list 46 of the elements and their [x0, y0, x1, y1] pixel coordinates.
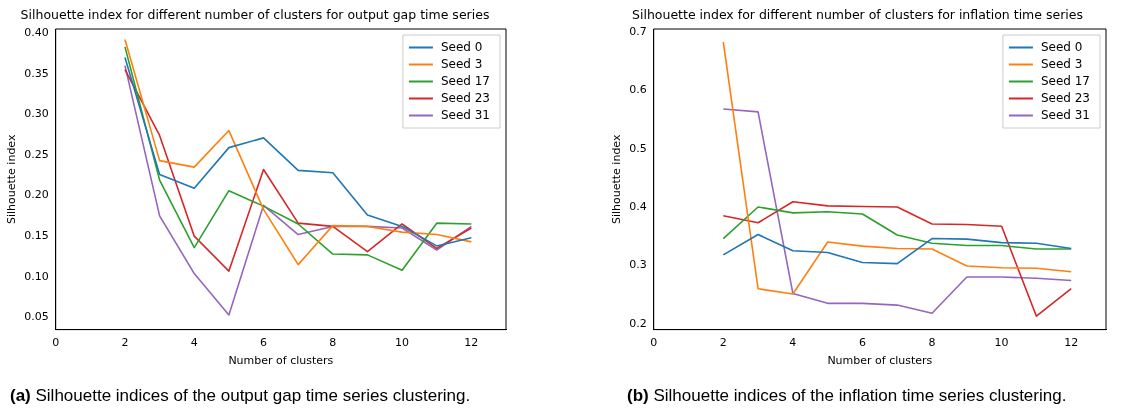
chart-title: Silhouette index for different number of clusters for inflation time series: [632, 6, 1083, 22]
x-tick-label: 12: [464, 336, 479, 350]
y-tick-label: 0.5: [629, 141, 647, 155]
legend-label: Seed 3: [440, 56, 483, 71]
legend-label: Seed 23: [440, 90, 491, 105]
x-tick-label: 6: [260, 336, 268, 350]
legend-label: Seed 0: [440, 39, 483, 54]
y-tick-label: 0.2: [629, 316, 647, 330]
x-tick-label: 8: [928, 336, 936, 350]
legend-label: Seed 31: [1040, 107, 1091, 122]
x-tick-label: 2: [719, 336, 727, 350]
y-tick-label: 0.4: [629, 199, 647, 213]
y-tick-label: 0.05: [24, 310, 49, 324]
y-axis-title: Silhouette index: [5, 134, 19, 225]
text: (b) Silhouette indices of the inflation time series clustering.: [627, 386, 1067, 406]
x-tick-label: 4: [789, 336, 797, 350]
x-tick-label: 0: [52, 336, 60, 350]
text: (a) Silhouette indices of the output gap time series clustering.: [10, 386, 471, 406]
y-tick-label: 0.35: [24, 66, 49, 80]
y-tick-label: 0.3: [629, 258, 647, 272]
legend-label: Seed 17: [1040, 73, 1091, 88]
legend-label: Seed 17: [440, 73, 491, 88]
x-tick-label: 0: [650, 336, 658, 350]
legend-label: Seed 3: [1040, 56, 1083, 71]
y-tick-label: 0.10: [24, 269, 49, 283]
x-tick-label: 10: [395, 336, 410, 350]
x-tick-label: 6: [858, 336, 866, 350]
x-axis-title: Number of clusters: [228, 354, 334, 368]
x-tick-label: 8: [329, 336, 337, 350]
legend-label: Seed 23: [1040, 90, 1091, 105]
x-tick-label: 2: [121, 336, 129, 350]
y-tick-label: 0.20: [24, 188, 49, 202]
x-tick-label: 12: [1064, 336, 1079, 350]
legend-label: Seed 0: [1040, 39, 1083, 54]
y-tick-label: 0.15: [24, 229, 49, 243]
y-tick-label: 0.40: [24, 25, 49, 39]
y-tick-label: 0.6: [629, 83, 647, 97]
y-tick-label: 0.25: [24, 147, 49, 161]
x-tick-label: 10: [994, 336, 1009, 350]
y-tick-label: 0.7: [629, 24, 647, 38]
x-tick-label: 4: [190, 336, 198, 350]
chart-title: Silhouette index for different number of clusters for output gap time series: [20, 6, 490, 22]
y-axis-title: Silhouette index: [610, 134, 624, 225]
y-tick-label: 0.30: [24, 107, 49, 121]
x-axis-title: Number of clusters: [827, 354, 933, 368]
legend-label: Seed 31: [440, 107, 491, 122]
